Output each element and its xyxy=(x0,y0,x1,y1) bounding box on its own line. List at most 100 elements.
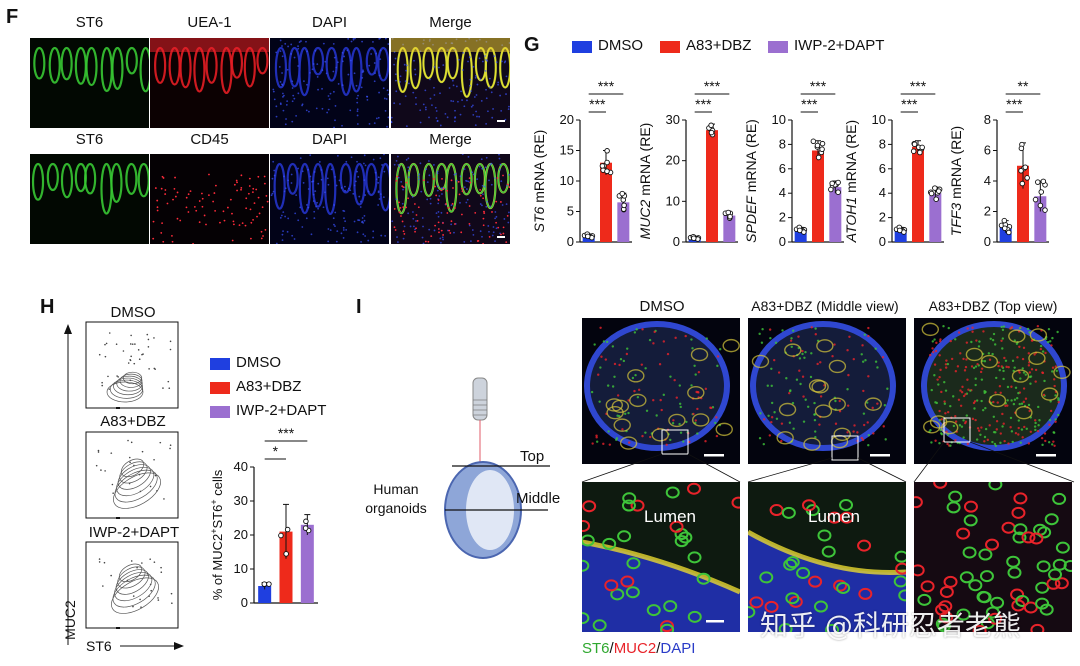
lumen-label-1: Lumen xyxy=(644,507,696,526)
H-bar-datapoint xyxy=(278,532,284,539)
G-SPDEF-datapoint xyxy=(829,180,835,187)
flow-plot-2 xyxy=(85,541,179,629)
label-middle: Middle xyxy=(516,490,560,507)
G-SPDEF-datapoint xyxy=(797,227,803,234)
G-ST6-ylabel: ST6 mRNA (RE) xyxy=(531,130,547,233)
G-MUC2-datapoint xyxy=(708,129,715,136)
legend-label-a83dbz: A83+DBZ xyxy=(236,378,302,395)
H-bar-bar-1 xyxy=(279,531,293,603)
G-SPDEF-ytick-label: 8 xyxy=(779,136,786,151)
G-TFF3-sig-label-1: ** xyxy=(1018,78,1029,94)
flow-x-arrowhead xyxy=(174,642,184,650)
panel-g-letter: G xyxy=(524,34,540,56)
micrograph-i-r1-c1 xyxy=(582,318,740,464)
G-ATOH1-datapoint xyxy=(932,185,938,191)
G-ATOH1-datapoint xyxy=(919,144,925,151)
legend-label-dmso: DMSO xyxy=(598,37,643,54)
flow-label-a83dbz: A83+DBZ xyxy=(100,413,166,430)
H-bar-ytick-label: 30 xyxy=(234,493,248,508)
flow-y-arrowhead xyxy=(64,324,72,334)
legend-swatch-iwp2dapt xyxy=(768,41,788,53)
G-MUC2-ytick-label: 20 xyxy=(666,153,680,168)
G-ATOH1-datapoint xyxy=(897,227,903,234)
G-ST6-bar-1 xyxy=(600,162,612,242)
G-TFF3-ytick-label: 4 xyxy=(984,173,991,188)
micrograph-i-r1-c3 xyxy=(914,318,1072,464)
G-TFF3-ytick-label: 2 xyxy=(984,204,991,219)
G-MUC2-datapoint xyxy=(727,213,733,220)
stain-sep-1: / xyxy=(609,640,614,657)
G-SPDEF-ytick-label: 0 xyxy=(779,234,786,249)
G-SPDEF-datapoint xyxy=(819,140,826,147)
G-SPDEF-datapoint xyxy=(828,186,834,193)
G-TFF3-sig-label-0: *** xyxy=(1006,96,1023,112)
panel-f-label-r1-c2: UEA-1 xyxy=(187,14,232,31)
legend-swatch-a83dbz xyxy=(210,382,230,394)
micrograph-f-r2-c4 xyxy=(391,154,510,244)
G-MUC2-bar-2 xyxy=(723,215,736,242)
H-bar-bar-0 xyxy=(258,586,272,603)
G-SPDEF-datapoint xyxy=(835,189,841,195)
stain-sep-2: / xyxy=(656,640,661,657)
flow-plot-1 xyxy=(85,431,179,519)
label-top: Top xyxy=(520,448,544,465)
panel-i-letter: I xyxy=(356,296,362,318)
legend-swatch-iwp2dapt xyxy=(210,406,230,418)
G-MUC2-sig-label-1: *** xyxy=(704,78,721,94)
G-ST6-datapoint xyxy=(619,190,625,197)
micrograph-f-r1-c4 xyxy=(391,38,510,128)
legend-label-iwp2dapt: IWP-2+DAPT xyxy=(236,402,327,419)
G-TFF3-datapoint xyxy=(1018,145,1025,152)
stain-legend: ST6/MUC2/DAPI xyxy=(582,640,695,657)
H-bar-ytick-label: 20 xyxy=(234,527,248,542)
G-TFF3-datapoint xyxy=(1038,189,1045,195)
G-ATOH1-ytick-label: 6 xyxy=(879,161,886,176)
G-ST6-ytick-label: 15 xyxy=(560,143,574,158)
panel-h-flow-plots: MUC2 ST6 xyxy=(62,321,184,654)
panel-f-label-r1-c1: ST6 xyxy=(75,14,104,31)
G-ATOH1-bar-1 xyxy=(912,146,924,242)
G-SPDEF-ytick-label: 2 xyxy=(779,210,786,225)
G-SPDEF-datapoint xyxy=(835,179,841,186)
G-ST6-datapoint xyxy=(599,163,606,169)
micrograph-i-r2-c1 xyxy=(582,482,740,632)
G-SPDEF-datapoint xyxy=(819,146,825,153)
G-MUC2-datapoint xyxy=(708,122,714,129)
G-TFF3-ytick-label: 6 xyxy=(984,143,991,158)
G-ATOH1-sig-label-0: *** xyxy=(901,96,918,112)
G-SPDEF-datapoint xyxy=(814,142,821,149)
G-TFF3-ytick-label: 8 xyxy=(984,112,991,127)
watermark: 知乎 @科研忍者老熊 xyxy=(760,609,1021,642)
H-bar-ylabel: % of MUC2+ST6+ cells xyxy=(209,469,225,600)
G-TFF3-datapoint xyxy=(1024,175,1030,181)
panel-f-label-r2-c2: CD45 xyxy=(190,131,229,148)
G-ATOH1-ytick-label: 0 xyxy=(879,234,886,249)
micrograph-f-r2-c1 xyxy=(30,154,149,244)
G-SPDEF-sig-label-1: *** xyxy=(810,78,827,94)
legend-swatch-a83dbz xyxy=(660,41,680,53)
micrograph-f-r1-c3 xyxy=(270,38,389,128)
G-TFF3-datapoint xyxy=(1018,168,1024,174)
objective-lens xyxy=(472,377,488,421)
H-bar-datapoint xyxy=(302,525,309,531)
G-SPDEF-bar-1 xyxy=(812,150,824,242)
H-bar-ytick-label: 0 xyxy=(241,595,248,610)
G-ATOH1-ytick-label: 10 xyxy=(872,112,886,127)
col-title-dmso: DMSO xyxy=(639,298,685,315)
G-ST6-ytick-label: 0 xyxy=(567,234,574,249)
G-ATOH1-ytick-label: 8 xyxy=(879,136,886,151)
panel-f-label-r2-c1: ST6 xyxy=(75,131,104,148)
H-bar-ytick-label: 10 xyxy=(234,561,248,576)
G-SPDEF-datapoint xyxy=(810,138,817,145)
organoid-diagram: Top Middle Human organoids xyxy=(365,377,560,559)
col-title-middle: A83+DBZ (Middle view) xyxy=(751,298,899,314)
G-TFF3-datapoint xyxy=(1032,196,1039,203)
G-MUC2-ytick-label: 30 xyxy=(666,112,680,127)
G-ST6-datapoint xyxy=(604,148,610,154)
col-title-top: A83+DBZ (Top view) xyxy=(928,298,1058,314)
micrograph-i-r2-c3 xyxy=(914,482,1072,632)
micrograph-i-r1-c2 xyxy=(748,318,906,464)
flow-y-label: MUC2 xyxy=(62,600,78,640)
